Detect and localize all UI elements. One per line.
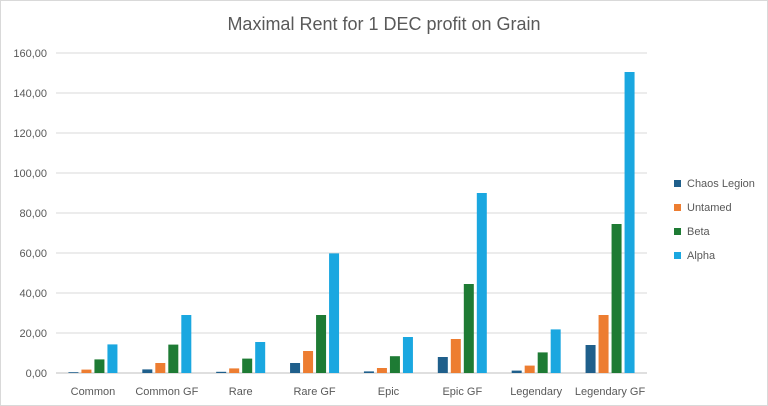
bar-untamed-rare: [229, 368, 240, 373]
bar-chaos-legion-epic: [363, 371, 374, 373]
bar-alpha-common-gf: [181, 315, 192, 373]
bar-chaos-legion-legendary: [511, 370, 522, 373]
bar-chaos-legion-rare-gf: [290, 363, 301, 373]
bar-alpha-common: [107, 344, 118, 373]
bar-chaos-legion-rare: [216, 371, 227, 373]
bar-beta-legendary: [537, 352, 548, 373]
bar-alpha-epic: [402, 337, 413, 373]
x-category-label: Common GF: [135, 386, 198, 398]
x-category-label: Rare GF: [293, 386, 335, 398]
x-category-label: Rare: [229, 386, 253, 398]
y-tick-label: 40,00: [19, 288, 47, 300]
chart-title: Maximal Rent for 1 DEC profit on Grain: [227, 14, 540, 34]
x-axis-categories: Common Common GF Rare Rare GF Epic Epic GF Leg…: [71, 386, 646, 398]
x-category-label: Epic: [378, 386, 400, 398]
bar-alpha-rare-gf: [329, 253, 340, 373]
legend: Chaos Legion Untamed Beta Alpha: [674, 178, 755, 262]
y-tick-label: 80,00: [19, 208, 47, 220]
bar-alpha-epic-gf: [476, 193, 487, 373]
legend-swatch: [674, 252, 681, 259]
bar-untamed-common: [81, 369, 92, 373]
legend-label: Beta: [687, 226, 711, 238]
bar-alpha-legendary: [550, 329, 561, 373]
legend-swatch: [674, 180, 681, 187]
bar-untamed-common-gf: [155, 363, 166, 373]
bars: [68, 72, 635, 373]
x-category-label: Common: [71, 386, 116, 398]
bar-alpha-rare: [255, 342, 266, 373]
y-tick-label: 160,00: [13, 48, 47, 60]
legend-label: Alpha: [687, 250, 716, 262]
bar-untamed-rare-gf: [303, 351, 314, 373]
y-tick-label: 0,00: [26, 368, 47, 380]
y-tick-label: 140,00: [13, 88, 47, 100]
y-tick-label: 120,00: [13, 128, 47, 140]
gridlines: [56, 52, 647, 374]
bar-beta-rare: [242, 358, 253, 373]
bar-beta-rare-gf: [316, 315, 327, 373]
bar-beta-epic-gf: [463, 284, 474, 373]
legend-label: Untamed: [687, 202, 732, 214]
bar-beta-common: [94, 359, 105, 373]
bar-chaos-legion-epic-gf: [437, 357, 448, 373]
bar-alpha-legendary-gf: [624, 72, 635, 373]
x-category-label: Epic GF: [442, 386, 482, 398]
legend-label: Chaos Legion: [687, 178, 755, 190]
bar-chaos-legion-legendary-gf: [585, 345, 596, 373]
bar-chaos-legion-common-gf: [142, 369, 153, 373]
bar-untamed-legendary-gf: [598, 315, 609, 373]
x-category-label: Legendary: [510, 386, 562, 398]
bar-chaos-legion-common: [68, 372, 79, 373]
bar-beta-common-gf: [168, 344, 179, 373]
bar-beta-legendary-gf: [611, 224, 622, 373]
y-tick-label: 60,00: [19, 248, 47, 260]
bar-untamed-epic-gf: [450, 339, 461, 373]
x-category-label: Legendary GF: [575, 386, 646, 398]
legend-swatch: [674, 204, 681, 211]
y-tick-label: 100,00: [13, 168, 47, 180]
bar-untamed-legendary: [524, 365, 535, 373]
bar-beta-epic: [389, 356, 400, 373]
y-tick-label: 20,00: [19, 328, 47, 340]
legend-swatch: [674, 228, 681, 235]
y-axis-ticks: 0,00 20,00 40,00 60,00 80,00 100,00 120,00 140,…: [13, 48, 47, 380]
bar-untamed-epic: [376, 368, 387, 373]
